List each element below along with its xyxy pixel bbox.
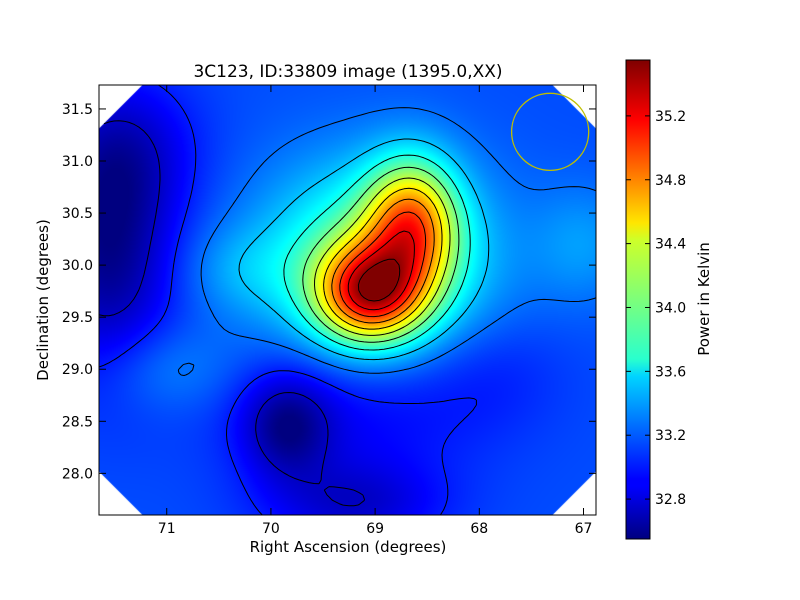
colorbar-tick-label: 33.6: [655, 364, 686, 380]
contour-level-3: [238, 138, 490, 361]
contour-level-7: [323, 187, 443, 330]
y-tick-label: 28.0: [62, 466, 93, 482]
x-tick-label: 71: [158, 521, 176, 537]
colorbar-tick-label: 34.0: [655, 300, 686, 316]
contour-level-4: [283, 154, 471, 351]
colorbar-tick-label: 34.8: [655, 173, 686, 189]
colorbar-tick-label: 32.8: [655, 492, 686, 508]
chart-title: 3C123, ID:33809 image (1395.0,XX): [193, 62, 502, 82]
contour-level-0: [99, 120, 366, 507]
contour-level-6: [314, 177, 451, 336]
y-tick-label: 31.0: [62, 154, 93, 170]
colorbar-ticks: 32.8 33.2 33.6 34.0 34.4 34.8 35.2: [626, 109, 686, 508]
x-tick-label: 70: [262, 521, 280, 537]
y-tick-label: 30.5: [62, 206, 93, 222]
colorbar-tick-label: 34.4: [655, 237, 686, 253]
y-tick-label: 30.0: [62, 258, 93, 274]
contour-level-8: [331, 198, 435, 324]
contour-level-2: [177, 107, 596, 376]
plot-frame: [98, 84, 597, 516]
contour-level-10: [347, 230, 415, 311]
y-tick-label: 31.5: [62, 102, 93, 118]
colorbar: [625, 59, 651, 540]
contour-level-9: [339, 211, 427, 318]
x-tick-label: 69: [366, 521, 384, 537]
x-axis-label: Right Ascension (degrees): [250, 538, 447, 556]
colorbar-tick-label: 35.2: [655, 109, 686, 125]
colorbar-label: Power in Kelvin: [695, 242, 713, 356]
contour-level-11: [357, 258, 401, 302]
contour-level-5: [302, 166, 460, 343]
colorbar-tick-label: 33.2: [655, 428, 686, 444]
x-axis-ticks: 71 70 69 68 67: [158, 85, 593, 537]
y-axis-ticks: 28.0 28.5 29.0 29.5 30.0 30.5 31.0 31.5: [62, 102, 596, 482]
beam-circle: [510, 92, 590, 172]
y-axis-label: Declination (degrees): [34, 219, 52, 381]
y-tick-label: 29.0: [62, 362, 93, 378]
contour-lines: [99, 85, 596, 515]
heatmap-image: [99, 85, 596, 515]
x-tick-label: 67: [575, 521, 593, 537]
x-tick-label: 68: [470, 521, 488, 537]
y-tick-label: 29.5: [62, 310, 93, 326]
y-tick-label: 28.5: [62, 414, 93, 430]
